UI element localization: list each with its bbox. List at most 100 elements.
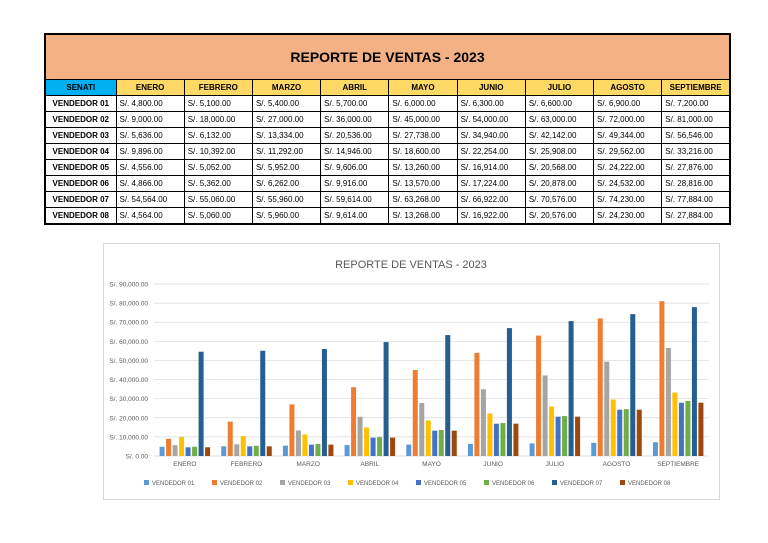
sales-cell: S/. 9,896.00: [115, 143, 185, 160]
seller-name: VENDEDOR 03: [44, 127, 117, 144]
seller-name: VENDEDOR 07: [44, 191, 117, 208]
legend-label: VENDEDOR 05: [424, 481, 467, 487]
legend-label: VENDEDOR 07: [560, 481, 603, 487]
seller-name: VENDEDOR 01: [44, 95, 117, 112]
bar-vendedor-05: [432, 430, 438, 456]
legend-swatch: [620, 480, 625, 485]
bar-vendedor-03: [357, 416, 363, 456]
table-row: VENDEDOR 01 S/. 4,800.00 S/. 5,100.00 S/. 5…: [44, 95, 731, 112]
bar-vendedor-04: [487, 413, 493, 456]
month-header: AGOSTO: [593, 79, 663, 96]
sales-cell: S/. 4,800.00: [115, 95, 185, 112]
sales-cell: S/. 17,224.00: [456, 175, 526, 192]
table-row: VENDEDOR 03 S/. 5,636.00 S/. 6,132.00 S/. 1…: [44, 127, 731, 144]
bar-vendedor-01: [344, 445, 350, 456]
month-header: FEBRERO: [183, 79, 253, 96]
sales-cell: S/. 13,268.00: [388, 207, 458, 225]
sales-cell: S/. 20,576.00: [524, 207, 595, 225]
bar-vendedor-08: [205, 447, 211, 456]
bar-vendedor-02: [166, 438, 172, 456]
bar-vendedor-04: [610, 399, 616, 456]
bar-vendedor-07: [198, 351, 204, 456]
sales-cell: S/. 28,816.00: [661, 175, 731, 192]
y-tick-label: S/. 10,000.00: [109, 434, 148, 441]
y-tick-label: S/. 0.00: [126, 454, 149, 461]
sales-cell: S/. 24,532.00: [593, 175, 663, 192]
x-tick-label: ABRIL: [360, 461, 379, 468]
bar-vendedor-02: [351, 387, 357, 456]
bar-vendedor-07: [568, 321, 574, 456]
legend-label: VENDEDOR 04: [356, 481, 399, 487]
sales-cell: S/. 5,952.00: [251, 159, 322, 176]
bar-vendedor-07: [260, 350, 266, 456]
y-tick-label: S/. 20,000.00: [109, 415, 148, 422]
sales-cell: S/. 6,600.00: [524, 95, 595, 112]
sales-cell: S/. 18,600.00: [388, 143, 458, 160]
bar-vendedor-04: [672, 392, 678, 456]
bar-vendedor-06: [377, 437, 383, 456]
chart-title: REPORTE DE VENTAS - 2023: [335, 259, 487, 271]
bar-vendedor-08: [513, 423, 519, 456]
sales-cell: S/. 4,866.00: [115, 175, 185, 192]
sales-cell: S/. 5,052.00: [183, 159, 253, 176]
sales-chart: REPORTE DE VENTAS - 2023 S/. 0.00 S/. 10,0…: [103, 243, 720, 500]
seller-name: VENDEDOR 05: [44, 159, 117, 176]
sales-cell: S/. 81,000.00: [661, 111, 731, 128]
sales-cell: S/. 27,884.00: [661, 207, 731, 225]
bar-vendedor-07: [506, 328, 512, 456]
sales-cell: S/. 66,922.00: [456, 191, 526, 208]
sales-cell: S/. 20,568.00: [524, 159, 595, 176]
table-row: VENDEDOR 08 S/. 4,564.00 S/. 5,060.00 S/. 5…: [44, 207, 731, 225]
sales-cell: S/. 18,000.00: [183, 111, 253, 128]
y-tick-label: S/. 60,000.00: [109, 339, 148, 346]
bar-vendedor-01: [159, 446, 165, 456]
bar-vendedor-08: [390, 437, 396, 456]
bar-vendedor-08: [698, 402, 704, 456]
bar-vendedor-03: [234, 444, 240, 456]
sales-cell: S/. 24,222.00: [593, 159, 663, 176]
sales-table: REPORTE DE VENTAS - 2023 SENATI ENERO FEBR…: [44, 33, 731, 225]
bar-vendedor-06: [500, 423, 506, 456]
sales-cell: S/. 5,362.00: [183, 175, 253, 192]
sales-cell: S/. 13,570.00: [388, 175, 458, 192]
sales-cell: S/. 77,884.00: [661, 191, 731, 208]
sales-cell: S/. 55,060.00: [183, 191, 253, 208]
bar-vendedor-06: [685, 400, 691, 456]
sales-cell: S/. 5,960.00: [251, 207, 322, 225]
bar-vendedor-08: [636, 409, 642, 456]
month-header: JULIO: [524, 79, 595, 96]
bar-vendedor-06: [192, 446, 198, 456]
sales-cell: S/. 4,564.00: [115, 207, 185, 225]
sales-cell: S/. 6,300.00: [456, 95, 526, 112]
bar-vendedor-01: [467, 443, 473, 456]
sales-cell: S/. 54,564.00: [115, 191, 185, 208]
bar-vendedor-03: [604, 361, 610, 456]
sales-cell: S/. 5,100.00: [183, 95, 253, 112]
y-tick-label: S/. 30,000.00: [109, 396, 148, 403]
sales-cell: S/. 9,916.00: [320, 175, 390, 192]
bar-vendedor-01: [406, 444, 412, 456]
legend-swatch: [280, 480, 285, 485]
month-header: MAYO: [388, 79, 458, 96]
bar-vendedor-08: [451, 430, 457, 456]
x-tick-label: MARZO: [296, 461, 319, 468]
bar-vendedor-05: [370, 437, 376, 456]
bar-vendedor-04: [302, 434, 308, 456]
bar-vendedor-01: [529, 443, 535, 456]
sales-cell: S/. 27,000.00: [251, 111, 322, 128]
bar-vendedor-03: [480, 389, 486, 456]
seller-name: VENDEDOR 08: [44, 207, 117, 225]
bar-vendedor-01: [282, 445, 288, 456]
x-tick-label: ENERO: [173, 461, 196, 468]
legend-label: VENDEDOR 03: [288, 481, 331, 487]
bar-vendedor-02: [474, 352, 480, 456]
month-header: ENERO: [115, 79, 185, 96]
bar-vendedor-03: [542, 375, 548, 456]
sales-cell: S/. 5,636.00: [115, 127, 185, 144]
legend-swatch: [484, 480, 489, 485]
month-header: SEPTIEMBRE: [661, 79, 731, 96]
bar-vendedor-06: [253, 445, 259, 456]
seller-name: VENDEDOR 06: [44, 175, 117, 192]
sales-cell: S/. 6,262.00: [251, 175, 322, 192]
legend-label: VENDEDOR 08: [628, 481, 671, 487]
